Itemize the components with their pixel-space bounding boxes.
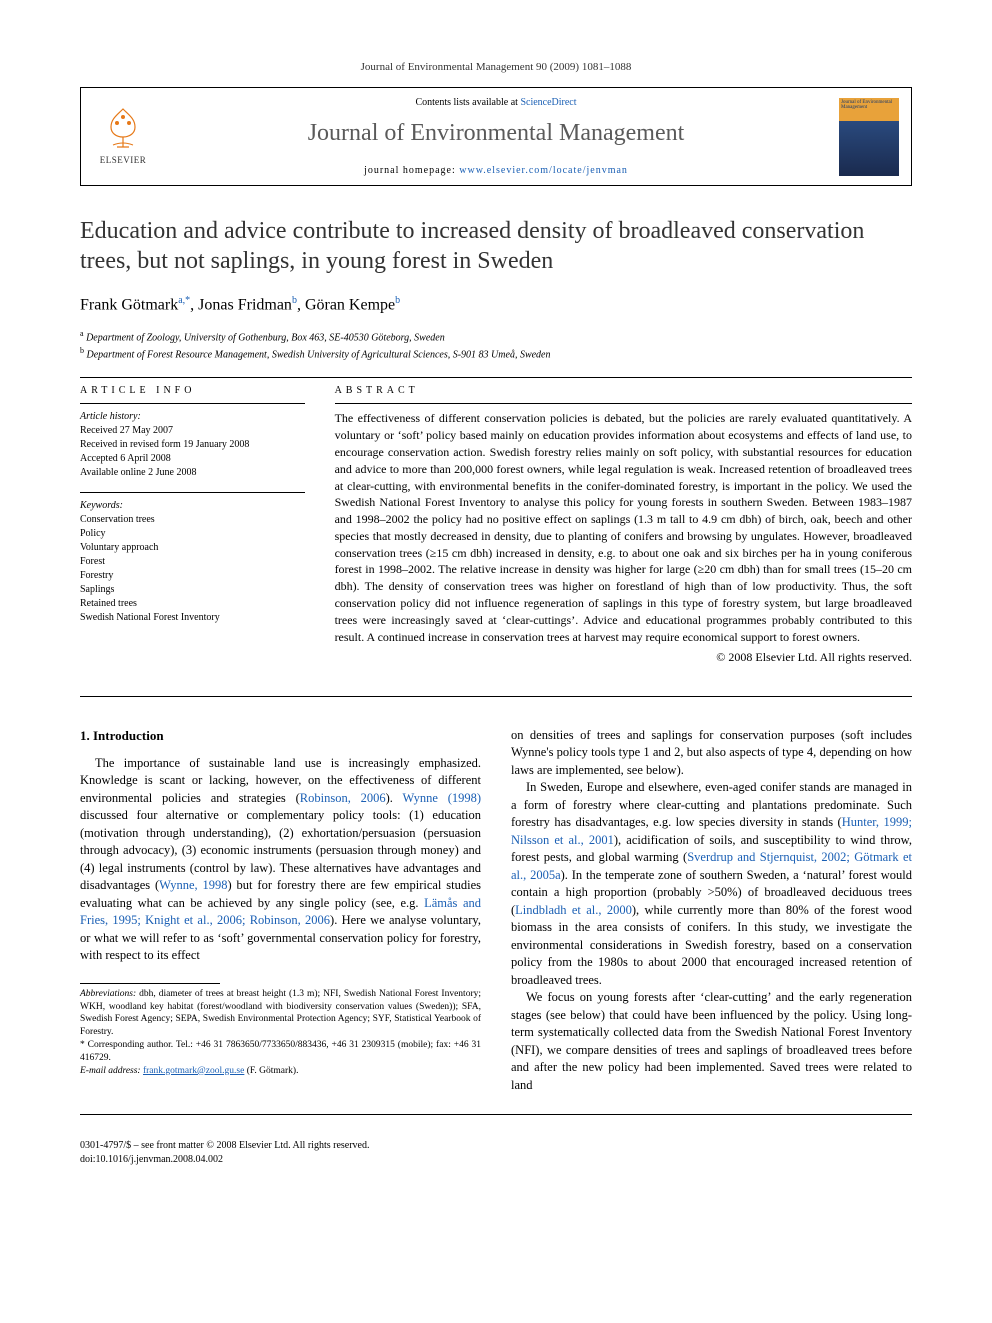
citation[interactable]: Wynne (1998) bbox=[403, 791, 482, 805]
keywords-block: Keywords: Conservation trees Policy Volu… bbox=[80, 499, 305, 625]
journal-header-box: ELSEVIER Contents lists available at Sci… bbox=[80, 87, 912, 186]
article-title: Education and advice contribute to incre… bbox=[80, 216, 912, 276]
footer-doi: doi:10.1016/j.jenvman.2008.04.002 bbox=[80, 1153, 369, 1167]
keyword: Retained trees bbox=[80, 597, 305, 611]
author-2: Jonas Fridman bbox=[198, 297, 292, 314]
intro-paragraph-3: We focus on young forests after ‘clear-c… bbox=[511, 989, 912, 1094]
footnote-corresponding: * Corresponding author. Tel.: +46 31 786… bbox=[80, 1039, 481, 1065]
email-suffix: (F. Götmark). bbox=[244, 1066, 298, 1076]
author-1: Frank Götmark bbox=[80, 297, 178, 314]
contents-prefix: Contents lists available at bbox=[415, 97, 520, 108]
info-abstract-row: ARTICLE INFO Article history: Received 2… bbox=[80, 384, 912, 666]
abbrev-label: Abbreviations: bbox=[80, 989, 136, 999]
rule-top bbox=[80, 377, 912, 378]
history-revised: Received in revised form 19 January 2008 bbox=[80, 438, 305, 452]
citation[interactable]: Lindbladh et al., 2000 bbox=[515, 903, 632, 917]
history-block: Article history: Received 27 May 2007 Re… bbox=[80, 410, 305, 480]
footer-left: 0301-4797/$ – see front matter © 2008 El… bbox=[80, 1139, 369, 1166]
author-1-sup: a,* bbox=[178, 295, 190, 306]
intro-continuation: on densities of trees and saplings for c… bbox=[511, 727, 912, 780]
homepage-prefix: journal homepage: bbox=[364, 165, 459, 176]
abstract-text: The effectiveness of different conservat… bbox=[335, 410, 912, 645]
article-info-column: ARTICLE INFO Article history: Received 2… bbox=[80, 384, 305, 666]
abstract-copyright: © 2008 Elsevier Ltd. All rights reserved… bbox=[335, 649, 912, 665]
journal-title: Journal of Environmental Management bbox=[163, 117, 829, 149]
affiliation-b: b Department of Forest Resource Manageme… bbox=[80, 345, 912, 362]
cover-title-text: Journal of Environmental Management bbox=[839, 98, 899, 121]
abstract-label: ABSTRACT bbox=[335, 384, 912, 398]
keyword: Conservation trees bbox=[80, 513, 305, 527]
cover-image-area bbox=[839, 121, 899, 176]
footer-rule bbox=[80, 1114, 912, 1115]
footnotes: Abbreviations: dbh, diameter of trees at… bbox=[80, 988, 481, 1078]
keyword: Voluntary approach bbox=[80, 541, 305, 555]
keyword: Swedish National Forest Inventory bbox=[80, 611, 305, 625]
p1b: ). bbox=[386, 791, 403, 805]
history-heading: Article history: bbox=[80, 410, 305, 424]
email-link[interactable]: frank.gotmark@zool.gu.se bbox=[143, 1066, 244, 1076]
keyword: Forest bbox=[80, 555, 305, 569]
author-3: Göran Kempe bbox=[305, 297, 395, 314]
affiliations: a Department of Zoology, University of G… bbox=[80, 328, 912, 363]
affiliation-a-text: Department of Zoology, University of Got… bbox=[86, 332, 445, 343]
footnote-abbrev: Abbreviations: dbh, diameter of trees at… bbox=[80, 988, 481, 1039]
elsevier-label: ELSEVIER bbox=[100, 154, 147, 166]
right-column: on densities of trees and saplings for c… bbox=[511, 727, 912, 1095]
footer-issn: 0301-4797/$ – see front matter © 2008 El… bbox=[80, 1139, 369, 1153]
journal-cover-thumb: Journal of Environmental Management bbox=[839, 98, 899, 176]
keyword: Forestry bbox=[80, 569, 305, 583]
section-heading-intro: 1. Introduction bbox=[80, 727, 481, 745]
keyword: Policy bbox=[80, 527, 305, 541]
homepage-link[interactable]: www.elsevier.com/locate/jenvman bbox=[459, 165, 628, 176]
history-accepted: Accepted 6 April 2008 bbox=[80, 452, 305, 466]
article-info-label: ARTICLE INFO bbox=[80, 384, 305, 398]
abstract-column: ABSTRACT The effectiveness of different … bbox=[335, 384, 912, 666]
keywords-rule bbox=[80, 492, 305, 493]
footer: 0301-4797/$ – see front matter © 2008 El… bbox=[80, 1139, 912, 1166]
corr-label: * Corresponding author. bbox=[80, 1040, 173, 1050]
email-label: E-mail address: bbox=[80, 1066, 141, 1076]
footnote-rule bbox=[80, 983, 220, 984]
keywords-heading: Keywords: bbox=[80, 499, 305, 513]
abstract-rule bbox=[335, 403, 912, 404]
body-two-column: 1. Introduction The importance of sustai… bbox=[80, 727, 912, 1095]
journal-reference: Journal of Environmental Management 90 (… bbox=[80, 60, 912, 75]
elsevier-logo: ELSEVIER bbox=[93, 102, 153, 172]
history-online: Available online 2 June 2008 bbox=[80, 466, 305, 480]
citation[interactable]: Robinson, 2006 bbox=[300, 791, 386, 805]
keyword: Saplings bbox=[80, 583, 305, 597]
left-column: 1. Introduction The importance of sustai… bbox=[80, 727, 481, 1095]
header-center: Contents lists available at ScienceDirec… bbox=[153, 96, 839, 177]
homepage-line: journal homepage: www.elsevier.com/locat… bbox=[163, 164, 829, 178]
rule-mid bbox=[80, 696, 912, 697]
author-2-sup: b bbox=[292, 295, 297, 306]
footnote-email: E-mail address: frank.gotmark@zool.gu.se… bbox=[80, 1065, 481, 1078]
abbrev-text: dbh, diameter of trees at breast height … bbox=[80, 989, 481, 1037]
intro-paragraph-1: The importance of sustainable land use i… bbox=[80, 755, 481, 965]
affiliation-b-text: Department of Forest Resource Management… bbox=[87, 350, 551, 361]
contents-line: Contents lists available at ScienceDirec… bbox=[163, 96, 829, 110]
history-received: Received 27 May 2007 bbox=[80, 424, 305, 438]
affiliation-a: a Department of Zoology, University of G… bbox=[80, 328, 912, 345]
intro-paragraph-2: In Sweden, Europe and elsewhere, even-ag… bbox=[511, 779, 912, 989]
author-3-sup: b bbox=[395, 295, 400, 306]
info-rule bbox=[80, 403, 305, 404]
citation[interactable]: Wynne, 1998 bbox=[159, 878, 227, 892]
sciencedirect-link[interactable]: ScienceDirect bbox=[520, 97, 576, 108]
elsevier-tree-icon bbox=[103, 107, 143, 152]
author-list: Frank Götmarka,*, Jonas Fridmanb, Göran … bbox=[80, 294, 912, 316]
